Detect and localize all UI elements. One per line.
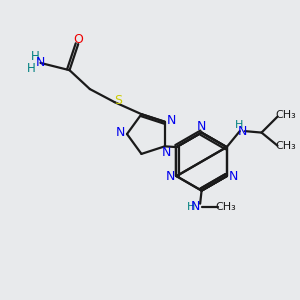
Text: N: N xyxy=(167,114,176,127)
Text: N: N xyxy=(116,126,125,139)
Text: N: N xyxy=(162,146,171,159)
Text: N: N xyxy=(191,200,200,213)
Text: H: H xyxy=(31,50,40,63)
Text: CH₃: CH₃ xyxy=(215,202,236,212)
Text: H: H xyxy=(235,120,243,130)
Text: H: H xyxy=(27,62,36,75)
Text: N: N xyxy=(238,124,247,138)
Text: N: N xyxy=(228,169,238,183)
Text: CH₃: CH₃ xyxy=(276,141,297,151)
Text: N: N xyxy=(36,56,45,69)
Text: S: S xyxy=(114,94,122,107)
Text: CH₃: CH₃ xyxy=(276,110,297,120)
Text: O: O xyxy=(73,33,83,46)
Text: N: N xyxy=(197,120,206,133)
Text: N: N xyxy=(165,169,175,183)
Text: H: H xyxy=(187,202,196,212)
